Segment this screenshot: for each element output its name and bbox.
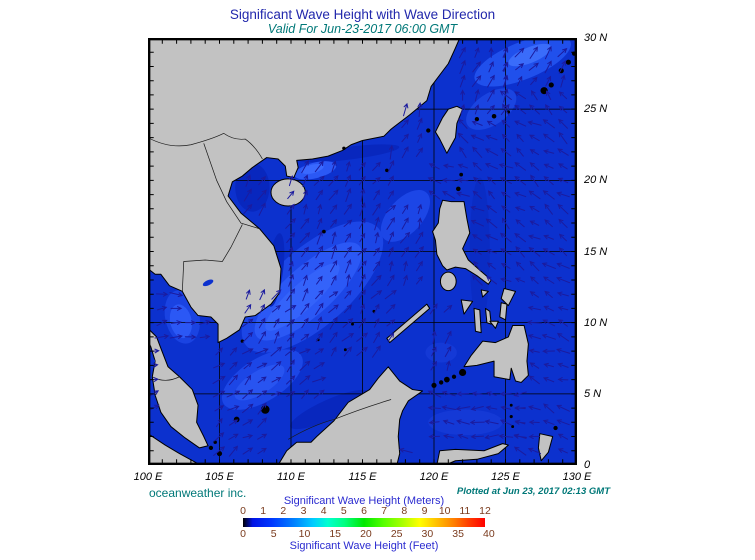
oceanweather-credit: oceanweather inc. xyxy=(149,486,247,500)
landmass-sumatra xyxy=(148,433,200,465)
meters-tick-label: 1 xyxy=(260,505,267,517)
meters-tick-label: 0 xyxy=(240,505,246,517)
meters-tick-label: 9 xyxy=(421,505,428,517)
lon-tick-label: 130 E xyxy=(562,471,592,483)
landmass-mindanao xyxy=(463,325,529,383)
feet-tick-label: 10 xyxy=(298,528,311,540)
islet xyxy=(540,87,548,95)
landmass-leyte xyxy=(499,302,508,321)
landmass-hainan xyxy=(270,178,306,207)
landmass-masbate xyxy=(480,289,489,298)
islet xyxy=(444,376,450,383)
islet xyxy=(459,172,464,177)
feet-tick-label: 5 xyxy=(270,528,277,540)
lon-tick-label: 125 E xyxy=(491,471,520,483)
lakes xyxy=(150,279,214,364)
map-canvas xyxy=(147,37,578,466)
map-frame xyxy=(147,37,578,466)
islet xyxy=(456,186,461,192)
plotted-timestamp: Plotted at Jun 23, 2017 02:13 GMT xyxy=(456,486,610,497)
small-islands xyxy=(208,51,577,457)
islet xyxy=(459,368,467,377)
islet xyxy=(351,322,354,326)
islet xyxy=(208,445,214,451)
lon-tick-label: 120 E xyxy=(419,471,449,483)
meters-tick-label: 11 xyxy=(459,505,471,517)
landmass-luzon xyxy=(432,199,492,285)
islet xyxy=(548,82,554,88)
islet xyxy=(385,168,389,173)
islet xyxy=(322,229,326,234)
islet xyxy=(431,382,437,388)
islet xyxy=(474,116,480,122)
meters-tick-label: 6 xyxy=(361,505,367,517)
islet xyxy=(426,128,431,133)
landmass-sulawesi xyxy=(436,443,509,465)
lon-tick-label: 105 E xyxy=(205,471,234,483)
lat-tick-label: 25 N xyxy=(584,103,608,116)
axis-ticks xyxy=(148,38,577,465)
feet-tick-label: 40 xyxy=(483,528,495,540)
landmass-panay xyxy=(460,299,474,315)
landmass-negros xyxy=(473,307,482,334)
legend-title-feet: Significant Wave Height (Feet) xyxy=(289,540,439,552)
lat-tick-label: 10 N xyxy=(584,316,608,329)
feet-tick-label: 25 xyxy=(390,528,403,540)
meters-tick-label: 4 xyxy=(320,505,327,517)
islet xyxy=(565,59,571,65)
lat-tick-label: 30 N xyxy=(584,32,608,44)
meters-tick-label: 10 xyxy=(438,505,451,517)
islet xyxy=(509,415,513,419)
feet-tick-label: 20 xyxy=(360,528,372,540)
islet xyxy=(439,380,444,385)
landmass-china-indochina xyxy=(148,38,461,344)
page-title: Significant Wave Height with Wave Direct… xyxy=(229,7,496,22)
islet xyxy=(511,425,515,428)
land-layer xyxy=(148,38,577,465)
islet xyxy=(342,146,346,151)
lat-tick-label: 5 N xyxy=(584,387,602,400)
lon-tick-label: 110 E xyxy=(277,471,305,483)
valid-time-subtitle: Valid For Jun-23-2017 06:00 GMT xyxy=(267,22,458,36)
meters-tick-label: 3 xyxy=(300,505,307,517)
country-borders xyxy=(148,132,392,440)
landmass-cebu xyxy=(484,307,492,325)
feet-tick-label: 15 xyxy=(329,528,342,540)
landmass-halmahera xyxy=(537,433,554,462)
meters-tick-label: 8 xyxy=(401,505,408,517)
islet xyxy=(451,374,457,379)
landmass-borneo xyxy=(277,366,424,465)
meters-tick-label: 2 xyxy=(280,505,287,517)
feet-tick-label: 0 xyxy=(240,528,246,540)
wave-map xyxy=(147,37,578,466)
legend-title-meters: Significant Wave Height (Meters) xyxy=(283,495,445,507)
islet xyxy=(553,425,558,431)
islet xyxy=(509,403,513,407)
landmass-mindoro xyxy=(439,271,457,292)
landmass-samar xyxy=(500,288,517,307)
landmass-bohol xyxy=(489,320,499,329)
landmass-taiwan xyxy=(434,105,464,154)
islet xyxy=(343,348,347,352)
lon-tick-label: 115 E xyxy=(348,471,377,483)
feet-tick-label: 30 xyxy=(421,528,434,540)
lat-tick-label: 20 N xyxy=(584,174,608,187)
lat-tick-label: 0 xyxy=(584,459,591,471)
islet xyxy=(213,440,217,444)
meters-tick-label: 5 xyxy=(340,505,347,517)
wave-direction-arrows xyxy=(148,45,571,457)
wave-height-colorbar xyxy=(243,518,485,527)
lon-tick-label: 100 E xyxy=(133,471,163,483)
meters-tick-label: 12 xyxy=(479,505,491,517)
meters-tick-label: 7 xyxy=(381,505,388,517)
feet-tick-label: 35 xyxy=(452,528,464,540)
islet xyxy=(491,114,497,119)
lat-tick-label: 15 N xyxy=(584,245,608,258)
